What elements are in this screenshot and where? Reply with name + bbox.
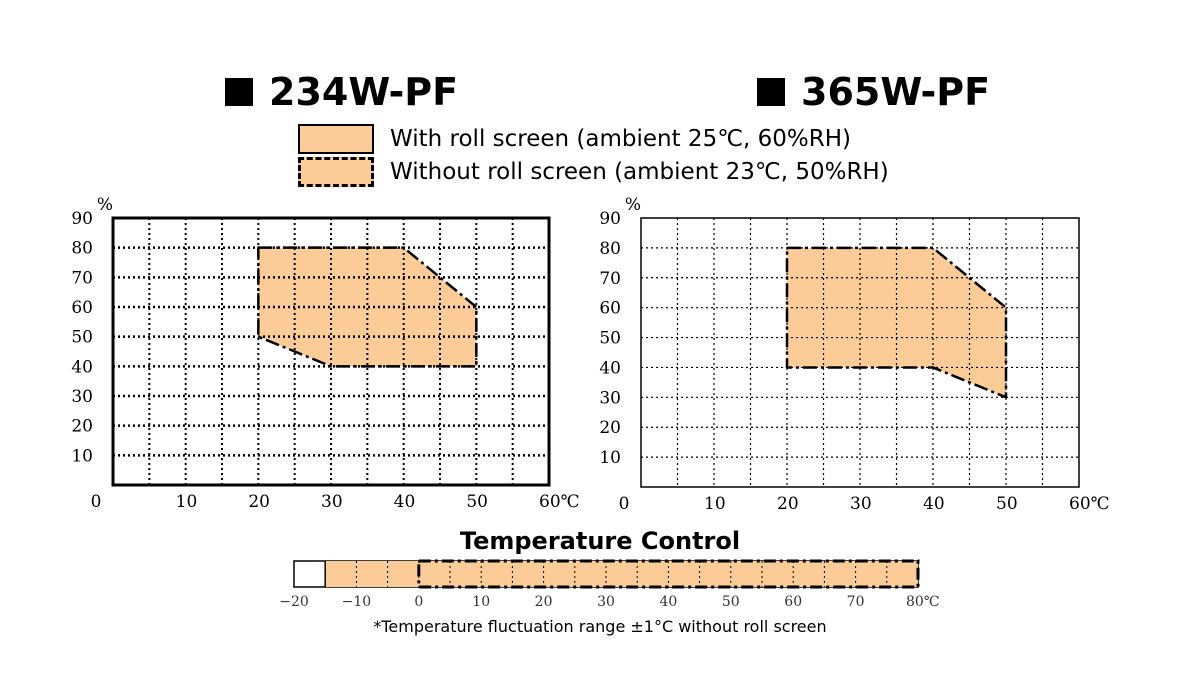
legend-item-without-roll: Without roll screen (ambient 23℃, 50%RH) <box>298 155 889 188</box>
x-tick-label: 20 <box>777 494 799 514</box>
x-tick-label: 60℃ <box>539 492 580 512</box>
legend-item-with-roll: With roll screen (ambient 25℃, 60%RH) <box>298 122 889 155</box>
x-tick-label: 50 <box>996 494 1018 514</box>
y-tick-label: 50 <box>599 329 621 349</box>
operating-region <box>258 247 477 367</box>
bar-tick-label: −20 <box>279 594 309 610</box>
chart-left: % 10 20 30 40 50 60 70 80 90 0 10 20 30 40 50 60℃ <box>71 195 579 512</box>
y-tick-label: 30 <box>599 388 621 408</box>
model-title-234w: 234W-PF <box>225 70 458 114</box>
y-tick-label: 80 <box>71 239 93 259</box>
x-tick-label: 0 <box>91 492 102 512</box>
y-tick-label: 40 <box>71 357 93 377</box>
model-title-text: 365W-PF <box>801 70 991 114</box>
y-tick-label: 60 <box>71 298 93 318</box>
model-title-365w: 365W-PF <box>757 70 990 114</box>
x-tick-label: 20 <box>248 492 270 512</box>
y-tick-label: 40 <box>599 358 621 378</box>
y-tick-label: 20 <box>599 418 621 438</box>
bar-tick-label: 70 <box>847 594 865 610</box>
legend-label-without-roll: Without roll screen (ambient 23℃, 50%RH) <box>390 158 889 185</box>
model-title-text: 234W-PF <box>269 70 459 114</box>
plot-frame <box>111 216 551 487</box>
bar-fill-with-roll <box>325 561 918 587</box>
y-tick-label: 10 <box>71 446 93 466</box>
y-tick-label: 50 <box>71 328 93 348</box>
y-tick-label: 90 <box>71 209 93 229</box>
legend-swatch-dashed <box>298 156 374 187</box>
x-tick-label: 30 <box>850 494 872 514</box>
y-tick-label: 20 <box>71 417 93 437</box>
y-tick-label: 80 <box>599 239 621 259</box>
bar-tick-label: 10 <box>472 594 490 610</box>
plot-frame <box>640 217 1080 488</box>
y-unit-label: % <box>625 195 641 215</box>
bar-outline-without-roll <box>417 559 920 589</box>
square-bullet-icon <box>757 78 785 106</box>
x-tick-label: 40 <box>923 494 945 514</box>
bar-tick-label: 0 <box>414 594 423 610</box>
y-unit-label: % <box>97 195 113 215</box>
y-tick-label: 10 <box>599 448 621 468</box>
x-tick-label: 40 <box>394 492 416 512</box>
y-tick-label: 70 <box>599 269 621 289</box>
x-tick-label: 30 <box>321 492 343 512</box>
region-outline <box>257 246 478 368</box>
temperature-control-title: Temperature Control <box>459 527 741 555</box>
operating-region <box>787 247 1006 398</box>
x-tick-label: 60℃ <box>1069 494 1110 514</box>
y-tick-label: 90 <box>599 209 621 229</box>
x-tick-label: 10 <box>704 494 726 514</box>
x-tick-label: 50 <box>466 492 488 512</box>
region-outline <box>785 246 1008 399</box>
bar-tick-label: −10 <box>342 594 372 610</box>
legend-swatch-solid <box>298 123 374 154</box>
y-tick-label: 70 <box>71 268 93 288</box>
x-tick-label: 10 <box>176 492 198 512</box>
x-tick-label: 0 <box>619 494 630 514</box>
y-tick-label: 30 <box>71 387 93 407</box>
bar-tick-label: 30 <box>597 594 615 610</box>
legend: With roll screen (ambient 25℃, 60%RH) Wi… <box>298 122 889 188</box>
bar-tick-label: 80℃ <box>906 594 939 610</box>
footnote: *Temperature fluctuation range ±1°C with… <box>373 617 827 636</box>
bar-tick-label: 40 <box>659 594 677 610</box>
bar-tick-label: 20 <box>535 594 553 610</box>
chart-right: % 10 20 30 40 50 60 70 80 90 0 10 20 30 40 50 60℃ <box>599 195 1109 514</box>
y-tick-label: 60 <box>599 299 621 319</box>
bar-tick-label: 50 <box>722 594 740 610</box>
temperature-control-bar: −20 −10 0 10 20 30 40 50 60 70 80℃ <box>279 559 939 610</box>
square-bullet-icon <box>225 78 253 106</box>
legend-label-with-roll: With roll screen (ambient 25℃, 60%RH) <box>390 125 852 152</box>
bar-tick-label: 60 <box>784 594 802 610</box>
